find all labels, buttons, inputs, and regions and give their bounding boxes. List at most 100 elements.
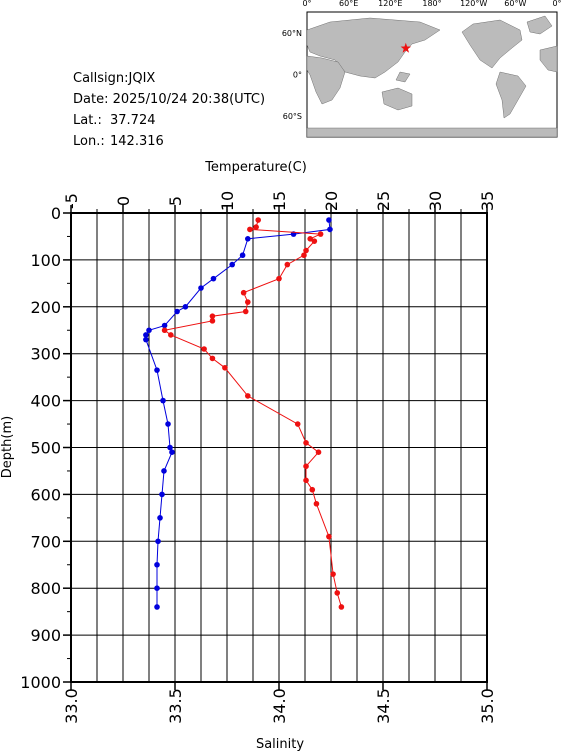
data-point [209, 313, 216, 319]
data-point [239, 252, 246, 259]
data-point [245, 393, 251, 399]
y-tick-label: 100 [30, 251, 61, 270]
y-tick-label: 900 [30, 626, 61, 645]
data-point [334, 590, 341, 596]
data-point [303, 477, 309, 484]
x2-tick-label: -5 [62, 193, 81, 209]
data-point [245, 299, 251, 305]
data-point [209, 355, 216, 362]
data-point [294, 421, 301, 427]
map-lon-label: 60°E [339, 0, 358, 8]
x2-tick-label: 35 [478, 191, 497, 211]
data-point [169, 449, 175, 455]
land [306, 15, 558, 138]
data-point [247, 226, 253, 233]
data-point [143, 332, 149, 338]
data-point [338, 604, 345, 610]
data-point [326, 217, 332, 223]
data-point [245, 235, 251, 242]
x2-tick-label: 5 [166, 196, 185, 206]
map-lon-label: 60°W [504, 0, 526, 8]
map-lon-label: 120°W [460, 0, 487, 8]
data-point [307, 235, 314, 242]
x-tick-label: 33.0 [62, 688, 81, 724]
x-axis-label: Salinity [256, 737, 304, 751]
data-point [242, 308, 249, 315]
map-lat-label: 0° [293, 71, 302, 80]
data-point [198, 285, 204, 291]
y-tick-label: 300 [30, 345, 61, 364]
data-point [303, 247, 309, 254]
data-point [284, 261, 291, 268]
station-marker [400, 42, 412, 53]
y-tick-label: 500 [30, 439, 61, 458]
data-point [311, 238, 318, 244]
data-point [326, 533, 332, 540]
data-point [327, 226, 333, 233]
map-lat-label: 60°S [283, 112, 302, 121]
data-point [154, 561, 160, 568]
data-point [210, 275, 217, 282]
data-point [229, 261, 235, 268]
data-point [146, 327, 152, 334]
data-point [303, 440, 309, 446]
data-point [253, 224, 259, 230]
x2-tick-label: 10 [218, 191, 237, 211]
x-tick-label: 34.0 [270, 688, 289, 724]
y-tick-label: 1000 [20, 673, 61, 692]
map-lon-label: 120°E [378, 0, 402, 8]
data-point [161, 327, 168, 334]
data-point [309, 486, 316, 493]
data-point [160, 397, 166, 404]
map-lon-label: 0° [552, 0, 561, 8]
x2-tick-label: 15 [270, 191, 289, 211]
data-point [161, 322, 168, 329]
data-point [240, 289, 247, 296]
x2-tick-label: 25 [374, 191, 393, 211]
y-tick-label: 200 [30, 298, 61, 317]
lat-label: Lat.: [73, 113, 102, 128]
data-point [330, 571, 336, 577]
x2-tick-label: 20 [322, 191, 341, 211]
data-point [161, 468, 167, 474]
data-point [154, 585, 160, 591]
data-point [201, 346, 207, 352]
data-point [182, 304, 189, 310]
x-tick-label: 33.5 [166, 688, 185, 724]
data-point [301, 252, 307, 259]
map [306, 11, 558, 138]
data-point [168, 332, 174, 338]
map-lon-label: 180° [422, 0, 441, 8]
data-point [313, 500, 320, 507]
data-point [303, 463, 309, 470]
map-lon-label: 0° [302, 0, 311, 8]
lon-value: 142.316 [110, 134, 164, 149]
data-point [255, 217, 261, 223]
y-axis-label: Depth(m) [0, 416, 15, 478]
data-point [222, 364, 228, 371]
lat-value: 37.724 [110, 113, 156, 128]
data-point [209, 318, 216, 324]
data-point [315, 449, 322, 455]
y-tick-label: 0 [51, 204, 61, 223]
data-point [165, 421, 171, 427]
data-point [154, 367, 160, 373]
x2-axis-label: Temperature(C) [204, 160, 307, 175]
x2-tick-label: 30 [426, 191, 445, 211]
data-point [154, 604, 160, 610]
x2-tick-label: 0 [114, 196, 133, 206]
y-tick-label: 600 [30, 485, 61, 504]
y-tick-label: 700 [30, 532, 61, 551]
profile-line [145, 219, 331, 607]
data-point [157, 515, 163, 521]
callsign: Callsign:JQIX [73, 71, 155, 86]
data-point [317, 231, 324, 237]
data-point [159, 491, 165, 498]
date: Date: 2025/10/24 20:38(UTC) [73, 92, 265, 107]
lon-label: Lon.: [73, 134, 105, 149]
data-point [143, 336, 149, 343]
x-tick-label: 34.5 [374, 688, 393, 724]
